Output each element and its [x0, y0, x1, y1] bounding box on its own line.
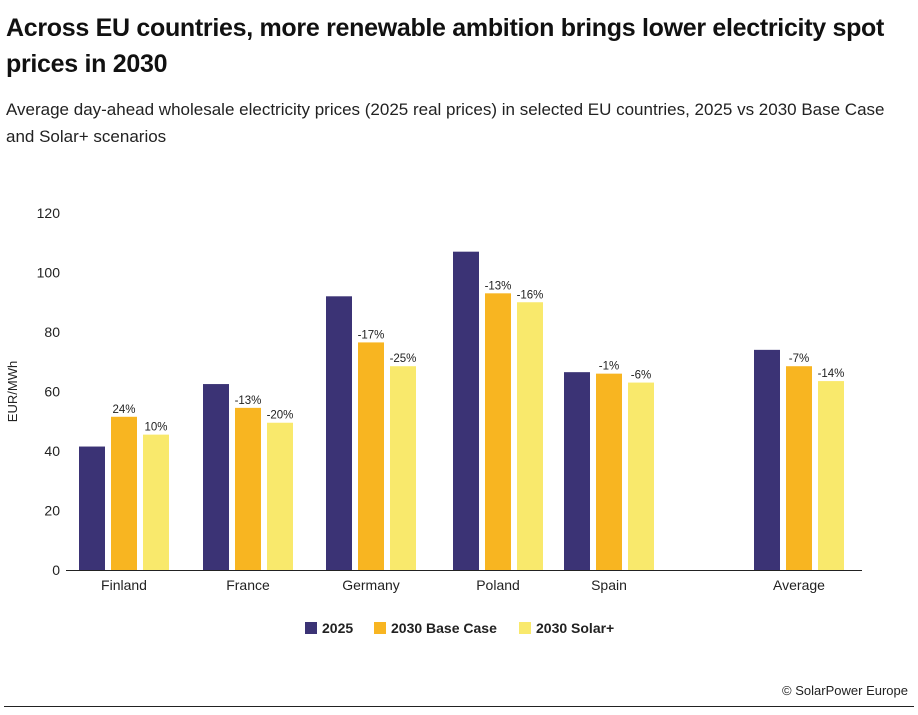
x-tick-label: Finland	[101, 577, 147, 593]
x-tick-label: Spain	[591, 577, 627, 593]
data-label: -25%	[390, 353, 417, 365]
data-label: -1%	[599, 361, 619, 373]
bar	[628, 382, 654, 570]
bar-chart: EUR/MWh02040608010012024%10%Finland-13%-…	[5, 205, 862, 636]
x-tick-label: Average	[773, 577, 825, 593]
chart-title: Across EU countries, more renewable ambi…	[6, 14, 885, 78]
legend-swatch	[305, 622, 317, 634]
x-tick-label: Poland	[476, 577, 520, 593]
bar	[453, 251, 479, 571]
bar	[267, 422, 293, 570]
x-tick-label: France	[226, 577, 270, 593]
bar	[235, 407, 261, 570]
data-label: -6%	[631, 370, 651, 382]
bar	[818, 381, 844, 570]
bottom-divider	[4, 706, 914, 707]
legend-label: 2025	[322, 620, 353, 636]
chart-subtitle: Average day-ahead wholesale electricity …	[6, 100, 885, 146]
legend-swatch	[374, 622, 386, 634]
bar	[79, 446, 105, 570]
bar	[326, 296, 352, 570]
bar	[143, 434, 169, 570]
bar	[596, 373, 622, 570]
data-label: -13%	[485, 280, 512, 292]
bar	[358, 342, 384, 570]
y-tick-label: 40	[44, 443, 60, 459]
source-name: SolarPower Europe	[795, 683, 908, 698]
data-label: -13%	[235, 395, 262, 407]
legend-swatch	[519, 622, 531, 634]
y-tick-label: 100	[37, 265, 61, 281]
data-label: -17%	[358, 329, 385, 341]
y-tick-label: 20	[44, 503, 60, 519]
legend-label: 2030 Base Case	[391, 620, 497, 636]
data-label: -20%	[267, 410, 294, 422]
data-label: -14%	[818, 368, 845, 380]
source-credit: © SolarPower Europe	[782, 683, 908, 698]
bar	[564, 372, 590, 570]
legend-label: 2030 Solar+	[536, 620, 614, 636]
data-label: -16%	[517, 289, 544, 301]
y-tick-label: 80	[44, 324, 60, 340]
y-axis-title: EUR/MWh	[5, 361, 20, 422]
bar	[390, 366, 416, 570]
bar	[203, 384, 229, 570]
bar	[111, 416, 137, 570]
data-label: -7%	[789, 353, 809, 365]
bar	[485, 293, 511, 570]
y-tick-label: 0	[52, 562, 60, 578]
bar	[754, 349, 780, 570]
data-label: 24%	[112, 404, 135, 416]
copyright-icon: ©	[782, 683, 792, 698]
bar	[786, 366, 812, 570]
y-tick-label: 60	[44, 384, 60, 400]
x-tick-label: Germany	[342, 577, 400, 593]
bar	[517, 302, 543, 570]
y-tick-label: 120	[37, 205, 61, 221]
data-label: 10%	[144, 422, 167, 434]
